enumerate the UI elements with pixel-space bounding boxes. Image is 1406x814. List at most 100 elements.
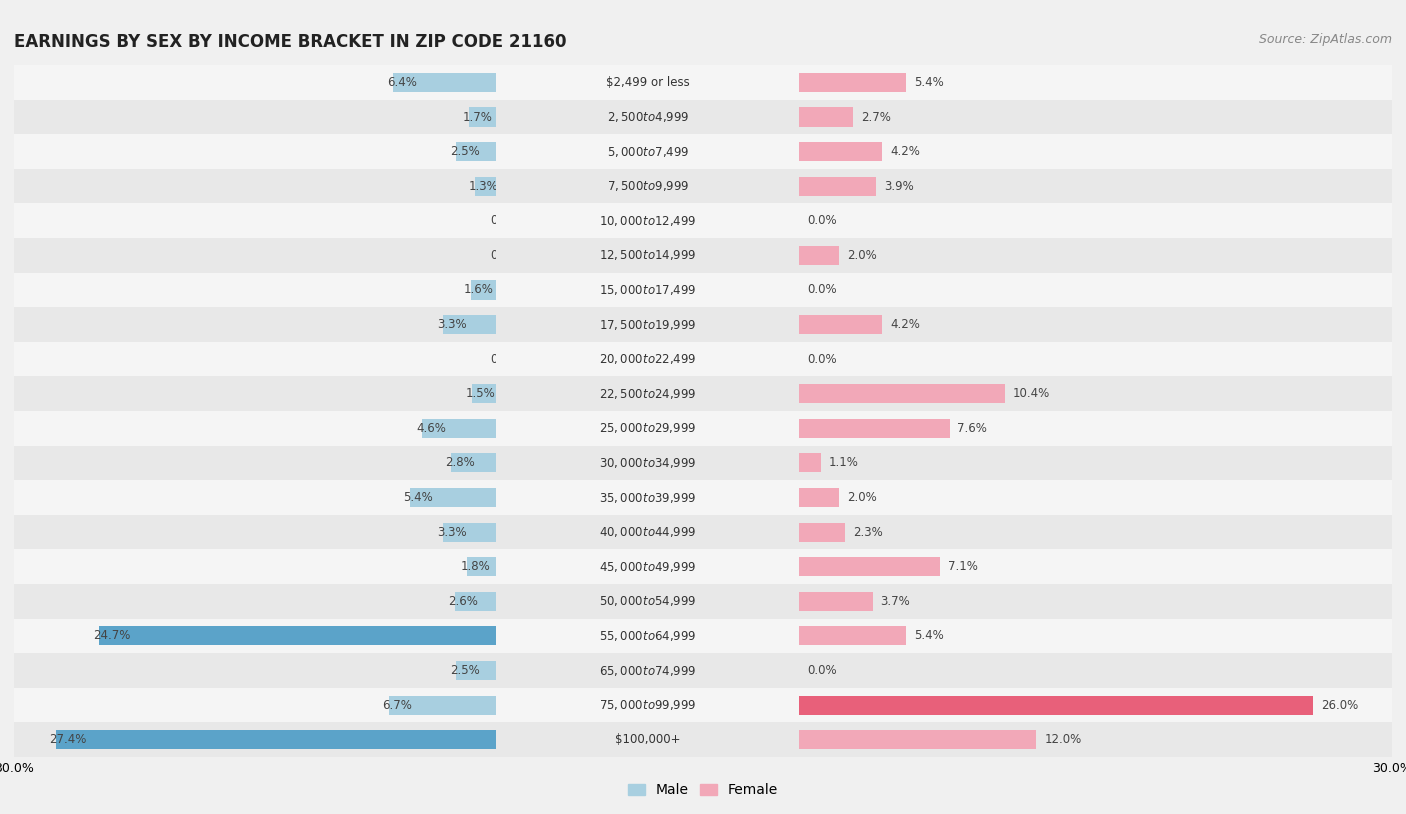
Bar: [0, 134, 1406, 169]
Text: 0.0%: 0.0%: [489, 352, 519, 365]
Bar: [0, 619, 1406, 653]
Bar: [0, 480, 1406, 515]
Bar: [0, 411, 1406, 446]
Bar: [800, 730, 1036, 749]
Bar: [0, 514, 1406, 549]
Bar: [0, 723, 1406, 757]
Bar: [0, 514, 1406, 549]
Bar: [800, 177, 876, 195]
Text: $20,000 to $22,499: $20,000 to $22,499: [599, 352, 696, 366]
Bar: [800, 142, 883, 161]
Text: 3.3%: 3.3%: [437, 526, 467, 539]
Bar: [56, 730, 496, 749]
Text: 1.7%: 1.7%: [463, 111, 492, 124]
Text: 2.7%: 2.7%: [860, 111, 890, 124]
Bar: [456, 142, 496, 161]
Text: 3.3%: 3.3%: [437, 318, 467, 331]
Bar: [0, 619, 1406, 653]
Bar: [470, 107, 496, 126]
Bar: [800, 558, 939, 576]
Bar: [388, 696, 496, 715]
Bar: [0, 307, 1406, 342]
Bar: [0, 688, 1406, 723]
Bar: [0, 446, 1406, 480]
Text: 5.4%: 5.4%: [914, 76, 943, 89]
Text: 0.0%: 0.0%: [807, 664, 837, 677]
Bar: [0, 653, 1406, 688]
Bar: [0, 688, 1406, 723]
Text: 0.0%: 0.0%: [807, 352, 837, 365]
Bar: [0, 480, 1406, 515]
Bar: [0, 273, 1406, 307]
Bar: [0, 619, 1406, 653]
Text: $100,000+: $100,000+: [616, 733, 681, 746]
Text: 2.5%: 2.5%: [450, 664, 479, 677]
Bar: [0, 204, 1406, 238]
Bar: [100, 627, 496, 646]
Text: 3.9%: 3.9%: [884, 180, 914, 193]
Bar: [0, 584, 1406, 619]
Bar: [0, 446, 1406, 480]
Text: 27.4%: 27.4%: [49, 733, 87, 746]
Bar: [0, 238, 1406, 273]
Text: 4.2%: 4.2%: [890, 318, 920, 331]
Bar: [472, 384, 496, 403]
Bar: [0, 169, 1406, 204]
Bar: [0, 514, 1406, 549]
Text: 3.7%: 3.7%: [880, 595, 910, 608]
Text: 5.4%: 5.4%: [404, 491, 433, 504]
Text: 0.0%: 0.0%: [489, 214, 519, 227]
Bar: [0, 169, 1406, 204]
Bar: [0, 584, 1406, 619]
Text: 7.6%: 7.6%: [957, 422, 987, 435]
Bar: [0, 307, 1406, 342]
Bar: [0, 99, 1406, 134]
Bar: [0, 376, 1406, 411]
Text: Source: ZipAtlas.com: Source: ZipAtlas.com: [1258, 33, 1392, 46]
Bar: [0, 376, 1406, 411]
Bar: [0, 99, 1406, 134]
Text: 0.0%: 0.0%: [807, 283, 837, 296]
Text: $2,500 to $4,999: $2,500 to $4,999: [606, 110, 689, 124]
Bar: [0, 376, 1406, 411]
Bar: [0, 65, 1406, 99]
Bar: [0, 411, 1406, 446]
Bar: [0, 134, 1406, 169]
Bar: [800, 315, 883, 334]
Text: $5,000 to $7,499: $5,000 to $7,499: [606, 145, 689, 159]
Bar: [0, 411, 1406, 446]
Text: 0.0%: 0.0%: [489, 249, 519, 262]
Bar: [800, 592, 873, 610]
Bar: [0, 169, 1406, 204]
Bar: [0, 653, 1406, 688]
Bar: [0, 723, 1406, 757]
Bar: [0, 273, 1406, 307]
Bar: [800, 488, 839, 507]
Bar: [800, 384, 1005, 403]
Text: 4.6%: 4.6%: [416, 422, 446, 435]
Bar: [0, 238, 1406, 273]
Text: 2.6%: 2.6%: [449, 595, 478, 608]
Text: $12,500 to $14,999: $12,500 to $14,999: [599, 248, 696, 262]
Text: 6.7%: 6.7%: [382, 698, 412, 711]
Bar: [800, 73, 905, 92]
Bar: [0, 342, 1406, 376]
Bar: [451, 453, 496, 472]
Text: $65,000 to $74,999: $65,000 to $74,999: [599, 663, 696, 677]
Text: $50,000 to $54,999: $50,000 to $54,999: [599, 594, 696, 608]
Text: 12.0%: 12.0%: [1045, 733, 1081, 746]
Text: 7.1%: 7.1%: [948, 560, 977, 573]
Bar: [0, 480, 1406, 515]
Bar: [443, 523, 496, 541]
Text: 1.5%: 1.5%: [465, 387, 495, 400]
Text: 1.8%: 1.8%: [461, 560, 491, 573]
Bar: [471, 281, 496, 300]
Bar: [0, 65, 1406, 99]
Bar: [0, 549, 1406, 584]
Text: $55,000 to $64,999: $55,000 to $64,999: [599, 629, 696, 643]
Text: $15,000 to $17,499: $15,000 to $17,499: [599, 283, 696, 297]
Text: 2.5%: 2.5%: [450, 145, 479, 158]
Text: 24.7%: 24.7%: [93, 629, 131, 642]
Bar: [800, 627, 905, 646]
Text: 0.0%: 0.0%: [807, 214, 837, 227]
